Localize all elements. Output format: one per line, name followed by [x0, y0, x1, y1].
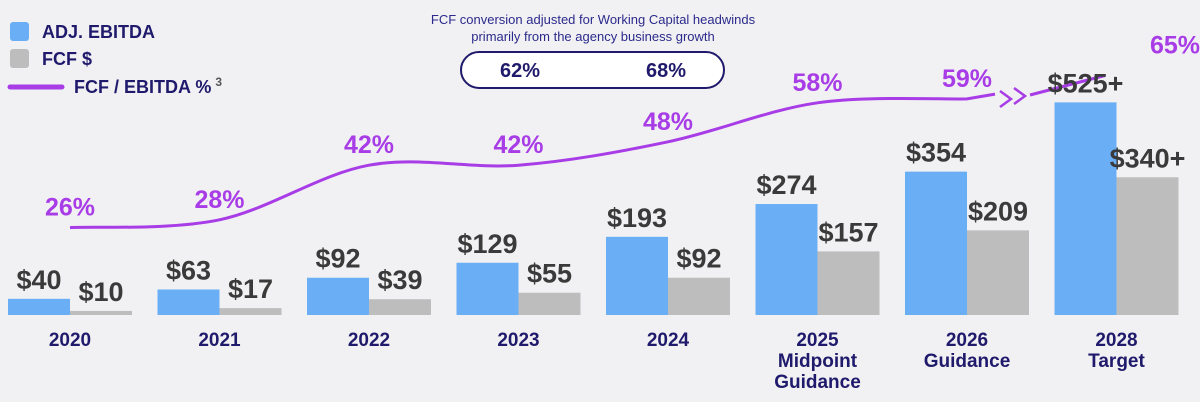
label-ebitda-2: $92: [315, 244, 360, 274]
annotation-line-2: primarily from the agency business growt…: [471, 29, 715, 44]
bar-ebitda-5: [755, 204, 818, 315]
label-fcf-0: $10: [78, 277, 123, 307]
bar-ebitda-7: [1054, 102, 1117, 315]
bar-fcf-7: [1116, 177, 1179, 315]
bar-ebitda-0: [8, 298, 70, 315]
category-label-7-line-1: Target: [1088, 351, 1145, 372]
label-fcf-1: $17: [228, 274, 273, 304]
bar-fcf-6: [967, 230, 1029, 315]
label-fcf-2: $39: [377, 265, 422, 295]
labels-layer: $40 $10 2020 $63 $17 2021 $92 $39 2022 $129 $55 202…: [16, 32, 1200, 394]
category-label-5-line-2: Guidance: [774, 372, 861, 393]
category-label-4: 2024: [647, 330, 690, 351]
label-fcf-3: $55: [527, 259, 572, 289]
category-label-6-line-1: Guidance: [924, 351, 1011, 372]
annotation-box: [460, 51, 725, 89]
annotation-line-1: FCF conversion adjusted for Working Capi…: [431, 12, 756, 27]
bar-fcf-3: [518, 292, 581, 315]
pct-label-0: 26%: [45, 194, 95, 222]
pct-label-1: 28%: [194, 186, 244, 214]
annotation-value-2: 68%: [646, 60, 686, 82]
category-label-3: 2023: [497, 330, 539, 351]
bar-ebitda-3: [456, 262, 519, 315]
label-fcf-4: $92: [676, 244, 721, 274]
legend: ADJ. EBITDA FCF $ FCF / EBITDA % 3: [7, 22, 222, 97]
bar-ebitda-6: [905, 171, 967, 315]
label-ebitda-4: $193: [607, 203, 667, 233]
legend-swatch-ebitda: [10, 22, 29, 41]
pct-label-6: 59%: [942, 65, 992, 93]
axis-break-mark-2: [1013, 86, 1028, 106]
bar-fcf-4: [668, 277, 730, 315]
fcf-annotation: FCF conversion adjusted for Working Capi…: [431, 12, 756, 89]
annotation-value-1: 62%: [500, 60, 540, 82]
label-fcf-5: $157: [818, 217, 878, 247]
bar-ebitda-4: [606, 236, 668, 315]
category-label-6: 2026: [946, 330, 988, 351]
category-label-5-line-1: Midpoint: [778, 351, 858, 372]
category-label-0: 2020: [49, 330, 91, 351]
legend-label-fcf: FCF $: [42, 49, 92, 69]
legend-label-line-text: FCF / EBITDA %: [74, 77, 211, 97]
bar-fcf-1: [219, 308, 282, 315]
label-ebitda-6: $354: [906, 138, 966, 168]
category-label-2: 2022: [348, 330, 390, 351]
pct-label-3: 42%: [493, 131, 543, 159]
legend-label-line: FCF / EBITDA % 3: [74, 75, 222, 97]
label-ebitda-7: $525+: [1048, 68, 1124, 98]
line-layer: [69, 74, 1106, 230]
legend-label-line-sup: 3: [215, 75, 222, 89]
pct-label-5: 58%: [792, 69, 842, 97]
legend-label-ebitda: ADJ. EBITDA: [42, 22, 155, 42]
bars-layer: [8, 102, 1179, 315]
bar-fcf-0: [70, 310, 132, 315]
label-ebitda-0: $40: [16, 265, 61, 295]
pct-label-2: 42%: [344, 131, 394, 159]
category-label-7: 2028: [1095, 330, 1137, 351]
fcf-ebitda-line-tail: [1029, 74, 1106, 97]
label-ebitda-3: $129: [457, 229, 517, 259]
bar-ebitda-2: [307, 277, 369, 315]
label-fcf-7: $340+: [1110, 143, 1186, 173]
axis-break-mark-1: [999, 89, 1014, 109]
fcf-ebitda-line: [69, 92, 996, 230]
pct-label-4: 48%: [643, 108, 693, 136]
label-ebitda-5: $274: [756, 170, 816, 200]
bar-fcf-2: [369, 299, 431, 315]
label-fcf-6: $209: [968, 196, 1028, 226]
category-label-1: 2021: [198, 330, 241, 351]
bar-fcf-5: [817, 251, 880, 315]
category-label-5: 2025: [796, 330, 839, 351]
bar-ebitda-1: [157, 289, 220, 315]
label-ebitda-1: $63: [166, 255, 211, 285]
legend-swatch-fcf: [10, 49, 29, 68]
pct-label-7: 65%: [1150, 32, 1200, 60]
